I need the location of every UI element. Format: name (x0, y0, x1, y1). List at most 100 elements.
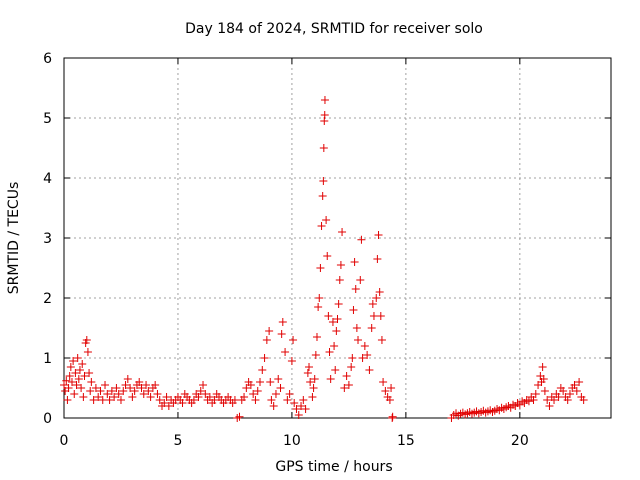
data-point (87, 378, 96, 386)
data-point (137, 384, 146, 392)
data-point (336, 261, 345, 269)
data-point (301, 405, 310, 413)
data-point (348, 354, 357, 362)
data-point (570, 381, 579, 389)
data-point (287, 357, 296, 365)
data-point (91, 384, 100, 392)
data-point (363, 351, 372, 359)
data-point (75, 366, 84, 374)
data-point (538, 363, 547, 371)
data-point (144, 387, 153, 395)
data-point (281, 348, 290, 356)
data-point (63, 396, 72, 404)
data-point (146, 393, 155, 401)
data-point (130, 387, 139, 395)
data-point (312, 333, 321, 341)
data-point (153, 390, 162, 398)
data-point (283, 396, 292, 404)
data-point (352, 324, 361, 332)
data-point (309, 384, 318, 392)
data-point (271, 390, 280, 398)
x-tick-label: 10 (283, 433, 301, 449)
data-point (354, 336, 363, 344)
data-point (72, 381, 81, 389)
data-point (267, 396, 276, 404)
data-point (385, 396, 394, 404)
data-point (151, 381, 160, 389)
data-point (123, 375, 132, 383)
data-point (205, 393, 214, 401)
data-point (253, 387, 262, 395)
data-point (178, 399, 187, 407)
data-point (377, 336, 386, 344)
data-point (374, 231, 383, 239)
data-point (70, 390, 79, 398)
chart-title: Day 184 of 2024, SRMTID for receiver sol… (185, 21, 483, 37)
data-point (365, 366, 374, 374)
y-axis-label: SRMTID / TECUs (6, 182, 22, 295)
data-point (324, 312, 333, 320)
data-point (258, 366, 267, 374)
data-point (292, 405, 301, 413)
x-tick-label: 0 (60, 433, 69, 449)
data-point (379, 378, 388, 386)
data-point (294, 411, 303, 419)
data-point (233, 414, 242, 422)
data-point (235, 412, 244, 421)
data-point (116, 396, 125, 404)
y-tick-label: 5 (43, 111, 52, 127)
data-point (126, 384, 135, 392)
data-point (368, 300, 377, 308)
data-point (388, 412, 397, 421)
data-point (242, 384, 251, 392)
data-point (89, 396, 98, 404)
data-point (299, 396, 308, 404)
data-point (297, 402, 306, 410)
data-point (373, 255, 382, 263)
data-point (310, 375, 319, 383)
x-tick-label: 20 (511, 433, 529, 449)
data-point (278, 318, 287, 326)
data-point (483, 407, 492, 416)
data-point (285, 390, 294, 398)
data-point (67, 378, 76, 386)
data-point (290, 399, 299, 407)
data-point (60, 381, 68, 389)
y-tick-label: 6 (43, 51, 52, 67)
data-point (314, 303, 323, 311)
data-point (376, 312, 385, 320)
data-point (249, 390, 258, 398)
data-point (71, 369, 80, 377)
y-tick-label: 1 (43, 351, 52, 367)
data-point (86, 387, 95, 395)
data-point (105, 396, 114, 404)
data-point (318, 192, 327, 200)
data-point (554, 393, 563, 401)
data-point (119, 387, 128, 395)
data-point (69, 357, 78, 365)
data-point (251, 396, 260, 404)
data-point (316, 264, 325, 272)
data-point (358, 354, 367, 362)
data-point (194, 393, 203, 401)
data-point (529, 396, 538, 404)
data-point (360, 342, 369, 350)
data-point (96, 387, 105, 395)
data-point (311, 351, 320, 359)
data-point (66, 363, 75, 371)
data-point (269, 402, 278, 410)
data-point (340, 384, 349, 392)
data-point (262, 336, 271, 344)
data-point (334, 300, 343, 308)
axis-ticks: 0 5 10 15 20 0 1 2 3 4 5 6 (43, 51, 611, 449)
data-point (357, 235, 366, 244)
data-point (142, 381, 151, 389)
data-point (579, 396, 588, 404)
data-point (256, 378, 265, 386)
data-point (477, 408, 486, 416)
y-tick-label: 4 (43, 171, 52, 187)
data-point (331, 366, 340, 374)
data-point (543, 396, 552, 404)
data-point (155, 396, 164, 404)
